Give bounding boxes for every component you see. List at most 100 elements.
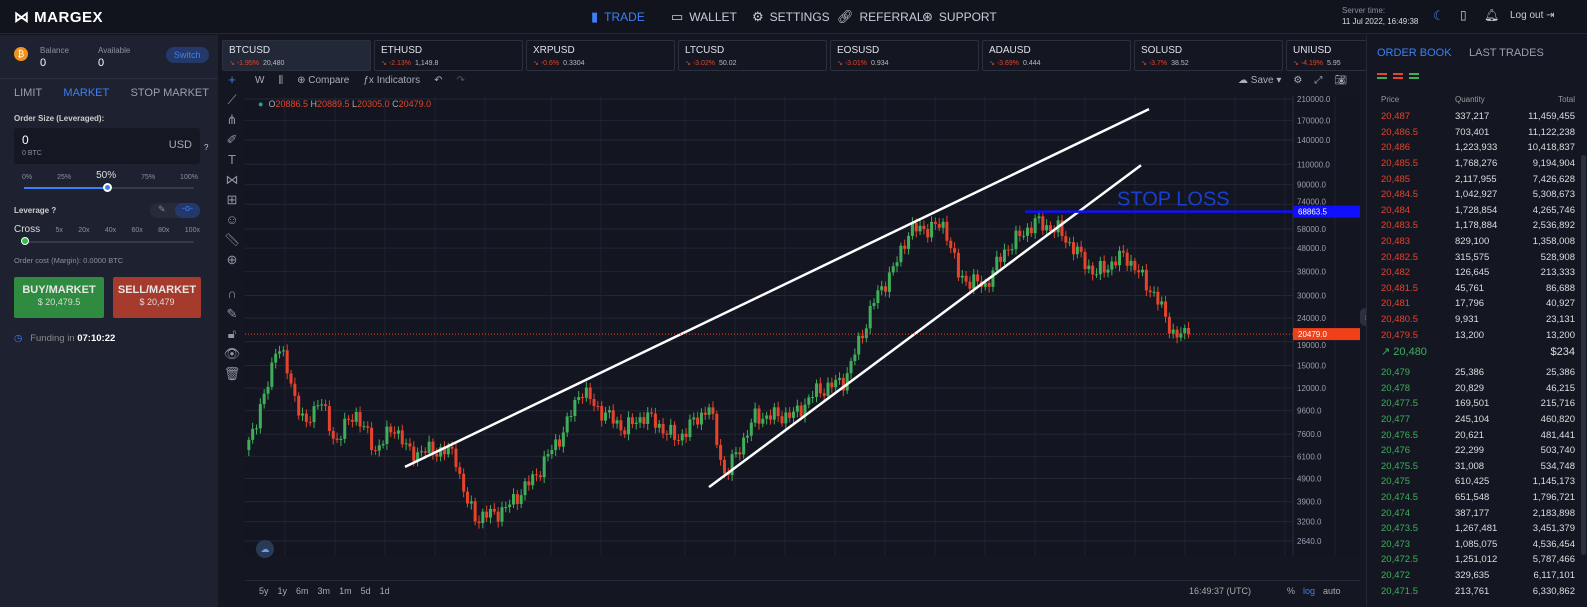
ticker-tab-solusd[interactable]: SOLUSD ↘ -3.7% 38.52 — [1134, 40, 1283, 71]
ticker-tab-xrpusd[interactable]: XRPUSD ↘ -0.6% 0.3304 — [526, 40, 675, 71]
save-button[interactable]: ☁ Save ▾ — [1238, 75, 1282, 86]
ask-row[interactable]: 20,482 126,645 213,333 — [1381, 267, 1575, 279]
auto-scale-button[interactable]: auto — [1323, 586, 1341, 596]
ask-row[interactable]: 20,487 337,217 11,459,455 — [1381, 111, 1575, 123]
bid-row[interactable]: 20,476 22,299 503,740 — [1381, 445, 1575, 457]
bid-row[interactable]: 20,476.5 20,621 481,441 — [1381, 429, 1575, 441]
price-chart[interactable]: 210000.0 170000.0 140000.0 110000.0 90000.0 7… — [245, 95, 1360, 555]
bid-row[interactable]: 20,472.5 1,251,012 5,787,466 — [1381, 554, 1575, 566]
leverage-slider[interactable] — [24, 241, 194, 243]
trash-icon[interactable]: 🗑︎ — [223, 366, 241, 381]
bid-row[interactable]: 20,477.5 169,501 215,716 — [1381, 398, 1575, 410]
nav-wallet[interactable]: ▭ WALLET — [671, 9, 737, 24]
ask-row[interactable]: 20,485 2,117,955 7,426,628 — [1381, 173, 1575, 185]
tab-order-book[interactable]: ORDER BOOK — [1377, 47, 1452, 59]
order-size-input[interactable]: 0 0 BTC USD — [14, 128, 200, 164]
ask-row[interactable]: 20,480.5 9,931 23,131 — [1381, 314, 1575, 326]
range-5d[interactable]: 5d — [360, 586, 371, 596]
bid-row[interactable]: 20,475 610,425 1,145,173 — [1381, 476, 1575, 488]
bid-row[interactable]: 20,473 1,085,075 4,536,454 — [1381, 538, 1575, 550]
switch-button[interactable]: Switch — [166, 47, 209, 63]
ask-row[interactable]: 20,481.5 45,761 86,688 — [1381, 282, 1575, 294]
moon-icon[interactable]: ☾ — [1433, 8, 1445, 23]
bid-row[interactable]: 20,473.5 1,267,481 3,451,379 — [1381, 523, 1575, 535]
leverage-handle[interactable] — [21, 237, 29, 245]
candle-type-icon[interactable]: ⫼ — [278, 75, 284, 86]
bid-row[interactable]: 20,478 20,829 46,215 — [1381, 382, 1575, 394]
view-both-icon[interactable] — [1377, 73, 1387, 79]
tab-limit[interactable]: LIMIT — [14, 87, 43, 99]
undo-icon[interactable]: ↶ — [434, 75, 443, 86]
buy-market-button[interactable]: BUY/MARKET $ 20,479.5 — [14, 277, 104, 318]
orderbook-scrollbar[interactable] — [1581, 155, 1586, 555]
nav-referral[interactable]: 🔗︎ REFERRAL — [837, 9, 924, 24]
ask-row[interactable]: 20,486 1,223,933 10,418,837 — [1381, 142, 1575, 154]
lock-drawings-icon[interactable]: ✎ — [226, 306, 238, 321]
ask-row[interactable]: 20,484.5 1,042,927 5,308,673 — [1381, 189, 1575, 201]
pattern-icon[interactable]: ⋈ — [225, 172, 239, 187]
compare-button[interactable]: ⊕ Compare — [297, 75, 350, 86]
interval-button[interactable]: W — [255, 75, 265, 86]
visibility-dot-icon[interactable]: ● — [258, 99, 264, 109]
bid-row[interactable]: 20,474 387,177 2,183,898 — [1381, 507, 1575, 519]
range-1d[interactable]: 1d — [379, 586, 390, 596]
magnet-icon[interactable]: ∩ — [227, 286, 237, 301]
mobile-icon[interactable]: ▯ — [1460, 8, 1467, 22]
crosshair-icon[interactable]: + — [228, 72, 236, 87]
ticker-tab-btcusd[interactable]: BTCUSD ↘ -1.95% 20,480 — [222, 40, 371, 71]
tradingview-logo-icon[interactable]: ☁ — [256, 540, 274, 558]
chart-settings-icon[interactable]: ⚙ — [1293, 75, 1303, 86]
ticker-tab-ltcusd[interactable]: LTCUSD ↘ -3.02% 50.02 — [678, 40, 827, 71]
range-3m[interactable]: 3m — [317, 586, 331, 596]
zoom-in-icon[interactable]: ⊕ — [226, 252, 238, 267]
nav-settings[interactable]: ⚙ SETTINGS — [752, 9, 830, 24]
lock-icon[interactable]: 🔓︎ — [227, 326, 237, 341]
margex-logo[interactable]: ⋈ MARGEX — [14, 9, 104, 26]
ticker-tab-eosusd[interactable]: EOSUSD ↘ -3.01% 0.934 — [830, 40, 979, 71]
nav-trade[interactable]: ▮ TRADE — [591, 9, 645, 24]
bid-row[interactable]: 20,475.5 31,008 534,748 — [1381, 460, 1575, 472]
logout-button[interactable]: Log out ⇥ — [1510, 10, 1555, 21]
range-6m[interactable]: 6m — [296, 586, 309, 596]
emoji-icon[interactable]: ☺ — [225, 212, 239, 227]
slider-handle[interactable] — [103, 183, 112, 192]
redo-icon[interactable]: ↷ — [456, 75, 465, 86]
bid-row[interactable]: 20,472 329,635 6,117,101 — [1381, 570, 1575, 582]
pitchfork-icon[interactable]: ⋔ — [226, 112, 238, 127]
bell-icon[interactable]: 🔔︎ — [1484, 8, 1500, 22]
prediction-icon[interactable]: ⊞ — [226, 192, 238, 207]
ask-row[interactable]: 20,483.5 1,178,884 2,536,892 — [1381, 220, 1575, 232]
view-asks-icon[interactable] — [1393, 73, 1403, 79]
ask-row[interactable]: 20,484 1,728,854 4,265,746 — [1381, 204, 1575, 216]
log-scale-button[interactable]: log — [1303, 586, 1316, 596]
range-1m[interactable]: 1m — [339, 586, 352, 596]
ticker-tab-ethusd[interactable]: ETHUSD ↘ -2.13% 1,149.8 — [374, 40, 523, 71]
ask-row[interactable]: 20,479.5 13,200 13,200 — [1381, 329, 1575, 341]
tab-stop-market[interactable]: STOP MARKET — [130, 87, 209, 99]
brush-icon[interactable]: ✐ — [226, 132, 238, 147]
percent-scale-button[interactable]: % — [1287, 586, 1296, 596]
camera-icon[interactable]: 📷︎ — [1334, 75, 1348, 86]
eye-icon[interactable]: 👁︎ — [223, 346, 241, 361]
view-bids-icon[interactable] — [1409, 73, 1419, 79]
bid-row[interactable]: 20,477 245,104 460,820 — [1381, 414, 1575, 426]
bid-row[interactable]: 20,479 25,386 25,386 — [1381, 367, 1575, 379]
fullscreen-icon[interactable]: ⤢ — [1314, 75, 1323, 86]
tab-last-trades[interactable]: LAST TRADES — [1469, 47, 1544, 59]
range-5y[interactable]: 5y — [259, 586, 269, 596]
ask-row[interactable]: 20,486.5 703,401 11,122,238 — [1381, 126, 1575, 138]
nav-support[interactable]: ⊛ SUPPORT — [922, 9, 997, 24]
help-icon[interactable]: ? — [204, 143, 209, 152]
sell-market-button[interactable]: SELL/MARKET $ 20,479 — [113, 277, 201, 318]
bid-row[interactable]: 20,474.5 651,548 1,796,721 — [1381, 492, 1575, 504]
ruler-icon[interactable]: 📏︎ — [223, 232, 241, 247]
slider-mode-icon[interactable]: -o- — [175, 203, 200, 218]
ask-row[interactable]: 20,482.5 315,575 528,908 — [1381, 251, 1575, 263]
ask-row[interactable]: 20,485.5 1,768,276 9,194,904 — [1381, 158, 1575, 170]
indicators-button[interactable]: ƒx Indicators — [363, 75, 421, 86]
trendline-icon[interactable]: ⟋ — [227, 92, 237, 107]
bid-row[interactable]: 20,471.5 213,761 6,330,862 — [1381, 585, 1575, 597]
text-icon[interactable]: T — [228, 152, 236, 167]
tab-market[interactable]: MARKET — [63, 87, 110, 99]
pencil-icon[interactable]: ✎ — [158, 204, 166, 214]
